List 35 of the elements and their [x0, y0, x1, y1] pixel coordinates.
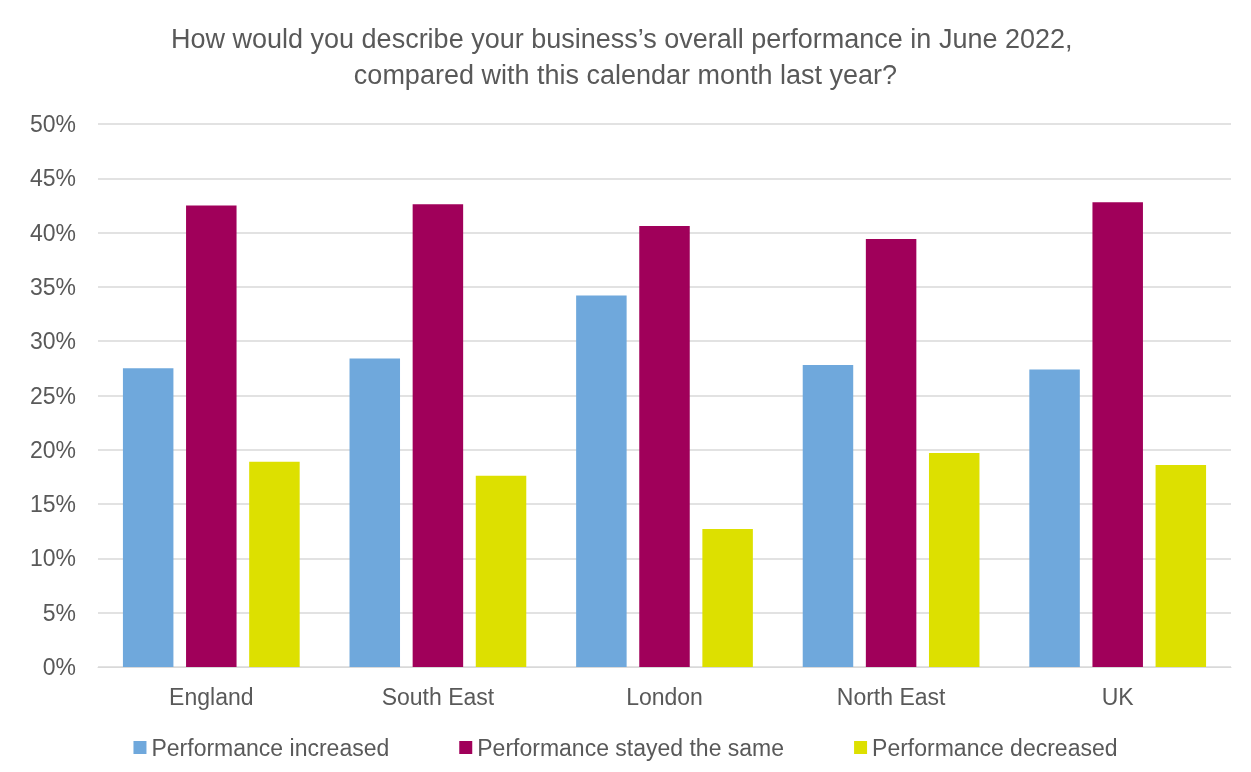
bar [702, 529, 753, 667]
x-tick-label: UK [1101, 683, 1135, 710]
bar [1092, 202, 1143, 667]
bar [122, 368, 174, 667]
chart-title: How would you describe your business’s overall performance in June 2022, compared with this calendar month last year? [171, 24, 1080, 90]
y-tick-label: 10% [29, 545, 76, 572]
y-tick-label: 40% [29, 219, 76, 246]
bar [1155, 465, 1207, 667]
bar [576, 295, 627, 667]
x-tick-label: London [626, 683, 703, 710]
bar [349, 358, 401, 667]
y-tick-label: 0% [42, 654, 76, 680]
y-tick-label: 35% [29, 273, 76, 300]
y-tick-label: 25% [29, 382, 76, 409]
bar [865, 239, 917, 667]
y-tick-label: 20% [29, 436, 76, 463]
y-tick-label: 45% [29, 165, 76, 192]
x-tick-label: England [169, 683, 254, 710]
y-tick-label: 30% [29, 328, 76, 355]
legend-label: Performance decreased [872, 734, 1118, 761]
bar [928, 453, 980, 667]
bar [475, 475, 527, 667]
legend-label: Performance increased [151, 734, 390, 761]
bar [802, 365, 854, 667]
bar [412, 204, 464, 667]
legend-label: Performance stayed the same [477, 734, 785, 761]
y-tick-label: 5% [42, 599, 76, 626]
y-tick-label: 50% [29, 111, 76, 137]
x-tick-label: South East [381, 683, 495, 710]
bar [249, 461, 300, 667]
bar [1029, 369, 1080, 667]
y-tick-label: 15% [29, 491, 76, 518]
bar [639, 226, 690, 667]
x-tick-label: North East [836, 683, 947, 710]
bar [186, 205, 237, 667]
